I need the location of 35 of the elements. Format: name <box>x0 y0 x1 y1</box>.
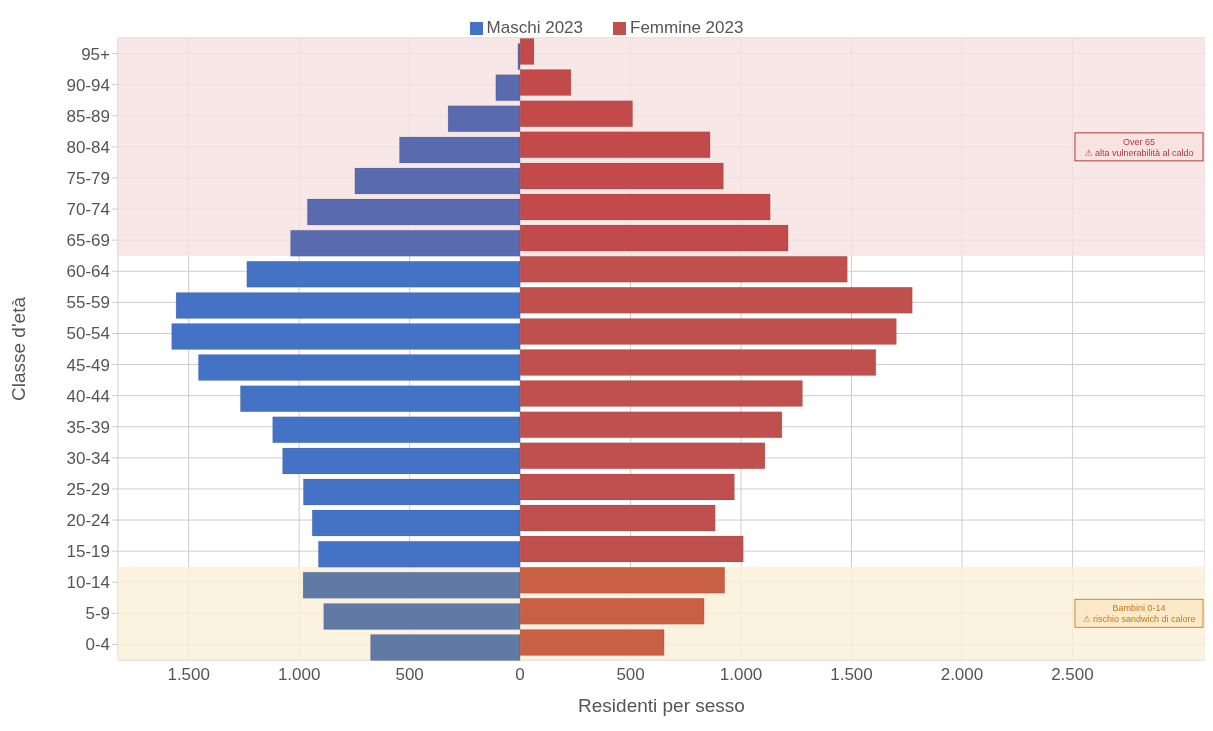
x-tick-label: 1.500 <box>830 665 873 685</box>
y-tick-label: 5-9 <box>85 604 110 624</box>
y-tick-label: 90-94 <box>66 75 110 95</box>
x-tick-label: 500 <box>395 665 424 685</box>
x-tick-label: 1.000 <box>277 665 321 685</box>
y-tick-label: 45-49 <box>66 355 110 375</box>
x-tick-label: 1.500 <box>167 665 210 685</box>
y-tick-label: 20-24 <box>66 511 110 531</box>
y-tick-label: 85-89 <box>66 106 110 126</box>
x-tick-label: 500 <box>616 665 645 685</box>
y-tick-label: 95+ <box>81 44 111 64</box>
x-tick-label: 2.000 <box>940 665 984 685</box>
y-tick-label: 80-84 <box>66 137 110 157</box>
y-tick-label: 40-44 <box>66 386 110 406</box>
legend-label: Femmine 2023 <box>630 18 744 37</box>
y-tick-label: 60-64 <box>66 262 110 282</box>
x-tick-label: 2.500 <box>1051 665 1094 685</box>
x-tick-label: 1.000 <box>719 665 763 685</box>
legend-label: Maschi 2023 <box>486 18 583 37</box>
y-axis-title: Classe d'età <box>7 296 29 401</box>
y-tick-label: 55-59 <box>66 293 110 313</box>
y-tick-label: 30-34 <box>66 448 110 468</box>
y-tick-label: 50-54 <box>66 324 110 344</box>
y-tick-label: 35-39 <box>66 417 110 437</box>
y-tick-label: 70-74 <box>66 200 110 220</box>
y-tick-label: 15-19 <box>66 542 110 562</box>
y-tick-label: 25-29 <box>66 479 110 499</box>
y-tick-label: 0-4 <box>85 635 110 655</box>
x-tick-label: 0 <box>515 665 525 685</box>
x-axis-title: Residenti per sesso <box>578 695 745 716</box>
y-tick-label: 10-14 <box>66 573 110 593</box>
y-tick-label: 65-69 <box>66 231 110 251</box>
y-tick-label: 75-79 <box>66 168 110 188</box>
band-label: Over 65 ⚠ alta vulnerabilità al caldo <box>1084 136 1194 158</box>
band-label: Bambini 0-14 ⚠ rischio sandwich di calore <box>1082 603 1196 625</box>
